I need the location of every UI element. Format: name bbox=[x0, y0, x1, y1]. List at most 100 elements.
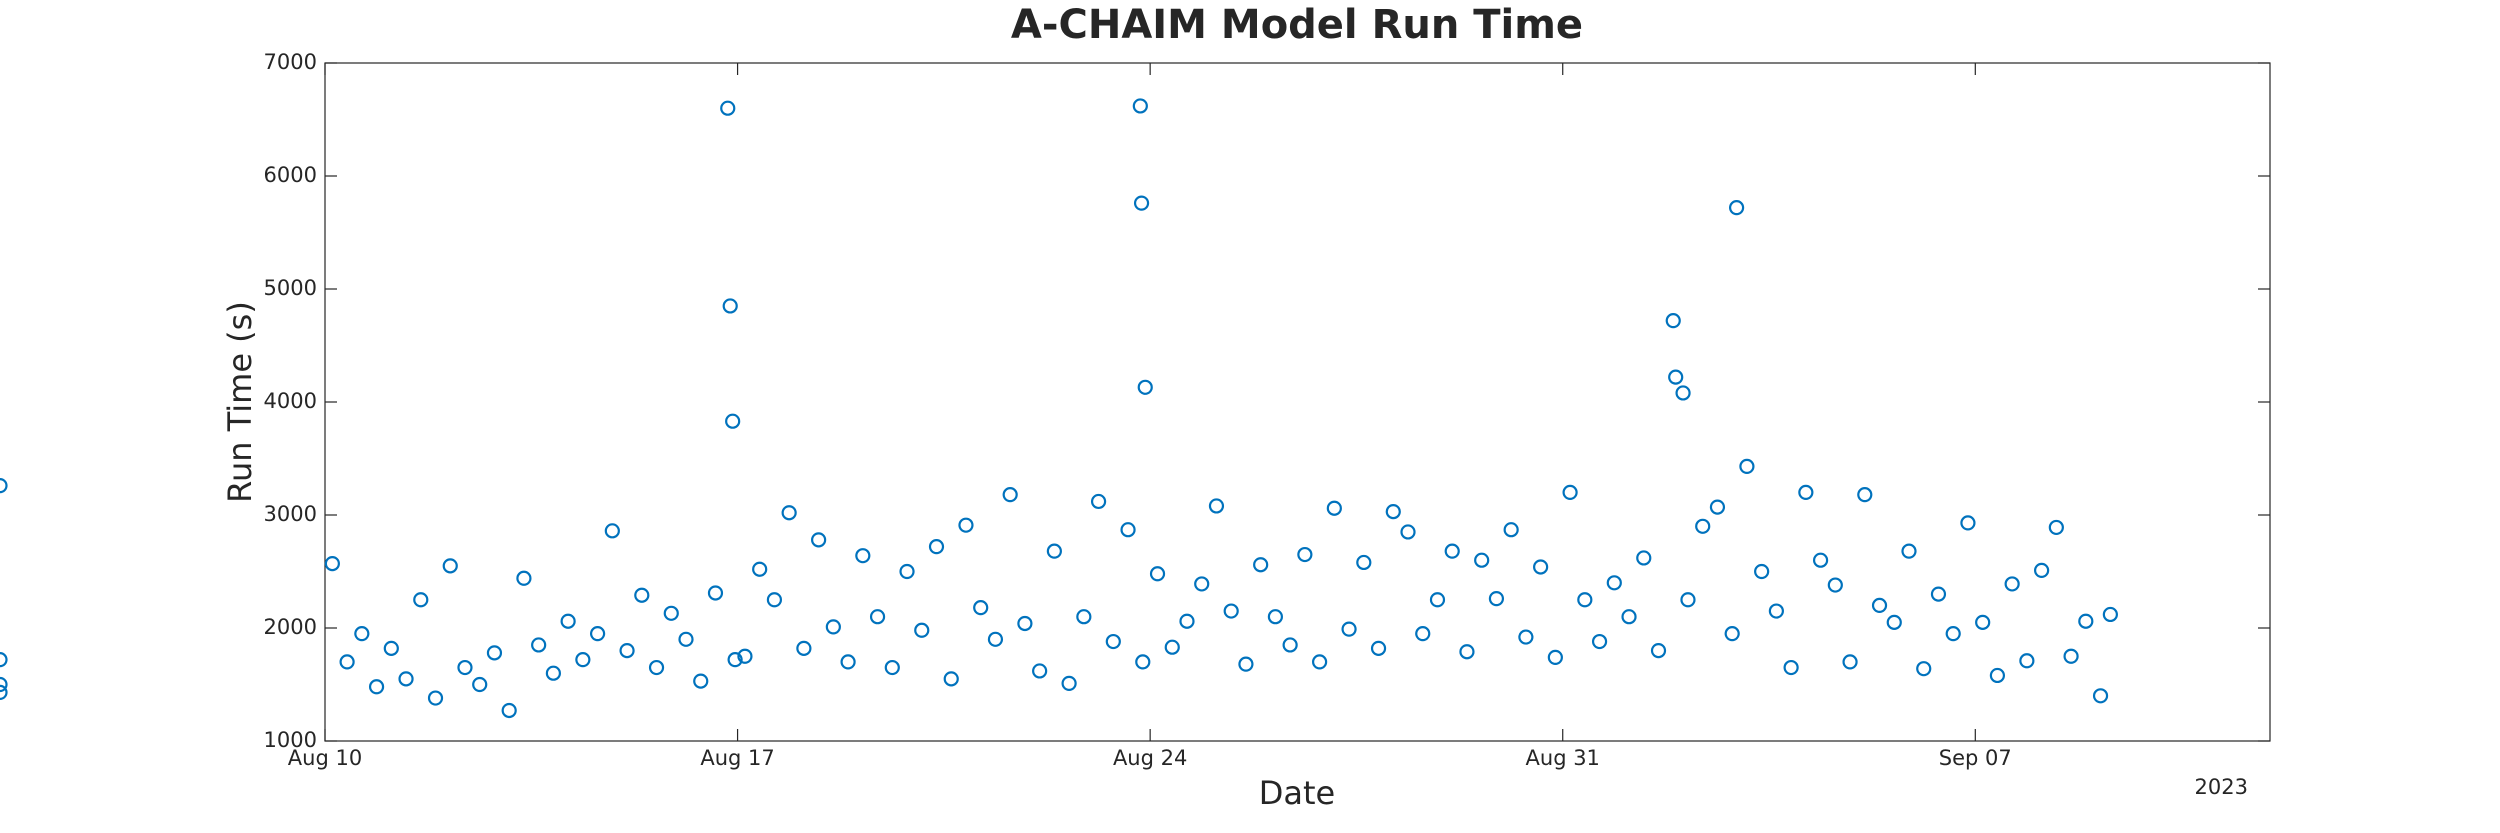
data-point bbox=[1090, 493, 1107, 510]
data-point bbox=[1916, 661, 1932, 677]
data-point bbox=[1989, 667, 2006, 684]
data-point bbox=[1728, 200, 1745, 216]
data-point bbox=[987, 631, 1004, 647]
data-point bbox=[1621, 609, 1637, 625]
data-point bbox=[1768, 603, 1784, 619]
data-point bbox=[825, 619, 841, 635]
data-point bbox=[0, 652, 8, 668]
data-point bbox=[811, 532, 827, 548]
data-point bbox=[1385, 504, 1401, 520]
data-point bbox=[840, 654, 856, 670]
y-tick-label: 5000 bbox=[264, 276, 317, 300]
data-point bbox=[1135, 654, 1151, 670]
data-point bbox=[725, 413, 741, 429]
data-point bbox=[1695, 518, 1711, 534]
data-point bbox=[1076, 609, 1092, 625]
data-point bbox=[1857, 487, 1873, 503]
data-point bbox=[0, 684, 8, 701]
data-point bbox=[1503, 522, 1519, 538]
data-point bbox=[2048, 519, 2064, 536]
data-point bbox=[1675, 385, 1691, 401]
data-point bbox=[427, 690, 444, 706]
data-point bbox=[737, 648, 753, 664]
data-point bbox=[1312, 654, 1328, 670]
data-point bbox=[383, 640, 399, 656]
data-point bbox=[501, 702, 517, 719]
data-point bbox=[707, 585, 724, 601]
data-point bbox=[1459, 644, 1475, 660]
data-point bbox=[1886, 614, 1902, 630]
data-point bbox=[928, 539, 945, 555]
data-point bbox=[2063, 648, 2079, 664]
data-point bbox=[1032, 663, 1048, 679]
x-tick-label: Aug 10 bbox=[288, 746, 362, 770]
y-tick-label: 6000 bbox=[264, 163, 317, 187]
data-point bbox=[560, 613, 576, 629]
data-point bbox=[634, 587, 650, 603]
data-point bbox=[486, 645, 503, 661]
data-point bbox=[413, 592, 429, 608]
data-point bbox=[663, 605, 679, 621]
data-point bbox=[1945, 626, 1961, 642]
data-point bbox=[516, 570, 532, 586]
data-point bbox=[1267, 609, 1283, 625]
data-point bbox=[398, 671, 414, 687]
data-point bbox=[1105, 633, 1121, 650]
data-point bbox=[1444, 543, 1460, 559]
data-point bbox=[1680, 592, 1696, 608]
data-point bbox=[1326, 500, 1342, 516]
data-point bbox=[1754, 563, 1770, 580]
data-point bbox=[1370, 640, 1387, 656]
data-point bbox=[1975, 614, 1991, 630]
x-tick-label: Aug 17 bbox=[700, 746, 774, 770]
data-point bbox=[1282, 637, 1298, 653]
data-point bbox=[1518, 629, 1534, 645]
data-point bbox=[1429, 592, 1446, 608]
data-point bbox=[1061, 675, 1077, 691]
data-point bbox=[339, 654, 355, 670]
data-point bbox=[324, 555, 340, 572]
y-tick-label: 2000 bbox=[264, 615, 317, 639]
data-point bbox=[693, 673, 709, 689]
data-point bbox=[1179, 613, 1195, 629]
data-point bbox=[1164, 639, 1180, 655]
data-point bbox=[472, 676, 488, 693]
y-tick-label: 3000 bbox=[264, 502, 317, 526]
data-point bbox=[1194, 576, 1210, 592]
data-point bbox=[720, 100, 736, 116]
data-point bbox=[2102, 606, 2118, 623]
data-point bbox=[943, 671, 959, 687]
data-point bbox=[914, 622, 930, 638]
x-tick-label: Aug 24 bbox=[1113, 746, 1187, 770]
x-tick-label: Sep 07 bbox=[1939, 746, 2012, 770]
data-point bbox=[1415, 626, 1431, 642]
data-point bbox=[1547, 649, 1563, 665]
data-point bbox=[1533, 559, 1549, 575]
x-tick-label: Aug 31 bbox=[1526, 746, 1600, 770]
data-point bbox=[1297, 546, 1313, 563]
data-point bbox=[766, 592, 783, 608]
data-point bbox=[2019, 653, 2035, 669]
data-point bbox=[1668, 369, 1684, 385]
data-point bbox=[1798, 484, 1814, 500]
data-point bbox=[727, 652, 743, 668]
data-point bbox=[2092, 688, 2109, 704]
data-point bbox=[796, 640, 812, 656]
data-point bbox=[1133, 195, 1150, 211]
data-point bbox=[2078, 613, 2094, 629]
data-point bbox=[1827, 577, 1843, 593]
y-axis-label: Run Time (s) bbox=[221, 301, 259, 503]
y-tick-label: 1000 bbox=[264, 728, 317, 752]
data-point bbox=[1871, 597, 1888, 614]
data-point bbox=[1901, 543, 1917, 559]
data-point bbox=[1739, 458, 1755, 475]
data-point bbox=[1665, 313, 1681, 329]
y-tick-label: 7000 bbox=[264, 50, 317, 74]
data-point bbox=[604, 523, 620, 539]
data-point bbox=[1842, 654, 1858, 670]
data-point bbox=[1709, 499, 1726, 515]
data-point bbox=[1223, 603, 1239, 619]
data-point bbox=[1356, 554, 1372, 571]
